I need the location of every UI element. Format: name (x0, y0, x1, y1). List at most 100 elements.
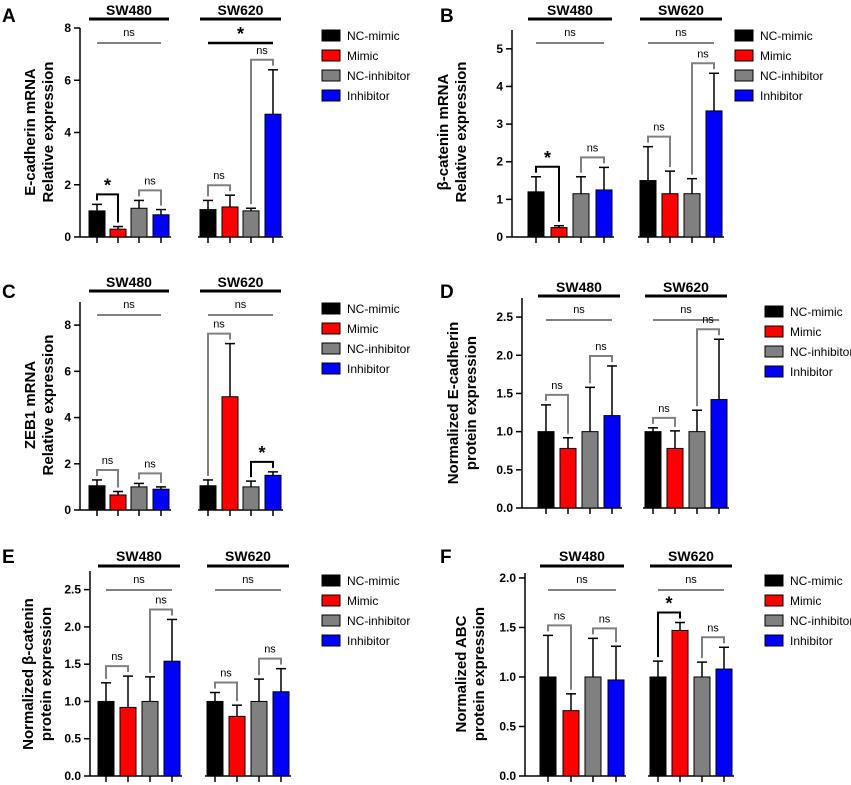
pair-sig-bracket (547, 624, 572, 690)
y-tick-label: 1 (496, 192, 503, 206)
group-sig-label: ns (685, 574, 697, 586)
y-tick-label: 4 (496, 79, 503, 93)
legend-swatch (321, 634, 341, 647)
bar (206, 700, 224, 777)
pair-sig-bracket (258, 657, 282, 676)
group-sig-label: ns (573, 304, 585, 316)
legend-label: Mimic (347, 322, 378, 336)
y-tick-label: 0.0 (499, 769, 516, 783)
pair-sig-label: ns (653, 122, 665, 134)
y-tick-label: 1.0 (496, 425, 513, 439)
bar (705, 110, 723, 238)
legend-label: NC-mimic (760, 29, 813, 43)
bar (581, 431, 599, 509)
bar (130, 207, 148, 238)
pair-sig-label: ns (102, 455, 114, 467)
pair-sig-label: ns (599, 613, 611, 625)
y-tick-label: 2.0 (496, 348, 513, 362)
group-sig-label: ns (235, 299, 247, 311)
legend-swatch (321, 342, 341, 355)
group-sig-label: ns (564, 27, 576, 39)
group-label: SW620 (668, 548, 714, 564)
bar (109, 228, 127, 238)
y-axis-title: protein expression (38, 607, 55, 741)
legend-swatch (764, 365, 784, 378)
group-sig-label: ns (242, 574, 254, 586)
group-label: SW620 (218, 274, 264, 290)
legend-swatch (321, 49, 341, 62)
pair-sig-bracket (250, 58, 274, 205)
y-tick-label: 6 (64, 364, 71, 378)
legend-label: NC-mimic (790, 574, 843, 588)
bar (562, 710, 580, 777)
bar (242, 486, 260, 511)
bar (264, 474, 282, 511)
legend-label: NC-mimic (347, 302, 400, 316)
bar (152, 488, 170, 511)
panel-label: F (440, 547, 452, 568)
legend-label: Inhibitor (347, 634, 390, 648)
y-tick-label: 1.0 (499, 670, 516, 684)
pair-sig-label: * (258, 443, 265, 463)
pair-sig-bracket (580, 156, 605, 173)
bar (119, 706, 137, 777)
y-tick-label: 5 (496, 42, 503, 56)
bar (221, 206, 239, 238)
y-tick-label: 0.5 (499, 719, 516, 733)
pair-sig-label: * (104, 175, 111, 195)
pair-sig-bracket (592, 627, 617, 643)
bar (537, 431, 555, 509)
pair-sig-label: ns (213, 319, 225, 331)
pair-sig-bracket (647, 135, 671, 168)
pair-sig-label: ns (587, 142, 599, 154)
group-label: SW480 (106, 274, 152, 290)
y-tick-label: 2 (64, 457, 71, 471)
group-label: SW480 (556, 279, 602, 295)
legend-label: NC-mimic (347, 29, 400, 43)
y-axis-title: Relative expression (40, 335, 57, 476)
pair-sig-bracket (214, 681, 238, 702)
pair-sig-bracket (138, 189, 162, 206)
pair-sig-label: ns (213, 170, 225, 182)
legend-swatch (734, 69, 754, 82)
group-sig-label: ns (675, 27, 687, 39)
legend-label: NC-mimic (790, 305, 843, 319)
y-tick-label: 8 (64, 21, 71, 35)
bar (559, 447, 577, 509)
bar (539, 676, 557, 777)
group-sig-label: ns (123, 27, 135, 39)
bar (141, 700, 159, 777)
pair-sig-bracket (696, 328, 720, 407)
bar (109, 494, 127, 511)
legend-swatch (321, 69, 341, 82)
bar (550, 227, 568, 238)
y-tick-label: 0.0 (496, 501, 513, 515)
pair-sig-bracket (207, 184, 231, 197)
pair-sig-bracket (657, 611, 681, 658)
bar (527, 191, 545, 238)
legend-label: Inhibitor (760, 89, 803, 103)
group-sig-label: * (237, 24, 244, 44)
legend-label: Inhibitor (347, 89, 390, 103)
bar (683, 193, 701, 238)
legend-swatch (764, 634, 784, 647)
group-label: SW480 (559, 548, 605, 564)
pair-sig-label: * (544, 148, 551, 168)
bar (666, 447, 684, 509)
pair-sig-bracket (96, 468, 119, 488)
legend-swatch (734, 89, 754, 102)
bar (584, 676, 602, 777)
panel-label: D (440, 282, 454, 303)
bar (221, 396, 239, 511)
bar (710, 399, 728, 509)
pair-sig-label: ns (256, 45, 268, 57)
bar (649, 676, 667, 777)
y-tick-label: 1.5 (499, 620, 516, 634)
group-label: SW480 (547, 2, 593, 18)
legend-label: NC-inhibitor (347, 614, 410, 628)
legend-swatch (764, 594, 784, 607)
bar (661, 193, 679, 238)
legend-label: NC-inhibitor (347, 342, 410, 356)
pair-sig-label: ns (155, 594, 167, 606)
